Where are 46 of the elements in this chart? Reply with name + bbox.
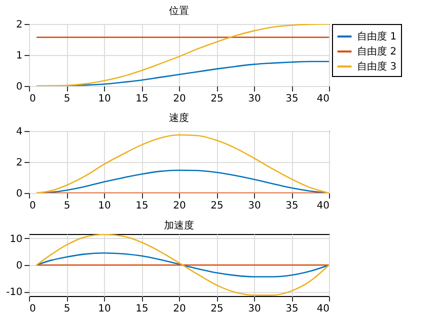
x-tick-label: 0 [30,94,36,104]
x-tick-label: 10 [98,200,111,212]
legend-label: 自由度 1 [357,30,397,42]
y-tick-label: 2 [16,20,22,30]
chart-title: 位置 [169,5,189,17]
line-series [36,252,329,278]
x-tick-label: 40 [316,200,330,212]
line-series [36,24,329,86]
x-tick-label: 5 [64,304,70,314]
x-tick-label: 20 [173,200,186,212]
y-tick-label: 1 [16,50,22,62]
x-tick-label: 5 [64,94,70,104]
legend-label: 自由度 3 [357,60,397,72]
line-series [36,134,329,193]
legend-label: 自由度 2 [357,46,397,58]
x-tick-label: 0 [30,304,36,314]
x-tick-label: 25 [210,94,224,104]
x-tick-label: 25 [210,304,224,314]
x-tick-label: 15 [136,304,148,314]
y-tick-label: -10 [6,287,22,298]
chart-title: 速度 [169,112,189,124]
y-tick-label: 10 [10,234,22,245]
y-tick-label: 4 [16,126,22,138]
y-tick-label: 2 [16,158,22,168]
y-tick-label: 0 [16,82,22,92]
x-tick-label: 35 [286,94,298,104]
chart-title: 加速度 [164,219,194,232]
y-tick-label: 0 [16,260,22,272]
x-tick-label: 10 [98,94,111,104]
x-tick-label: 40 [316,304,330,314]
x-tick-label: 0 [30,200,36,212]
x-tick-label: 30 [248,94,261,104]
y-tick-label: 0 [16,188,22,200]
x-tick-label: 20 [173,304,186,314]
x-tick-label: 25 [210,200,224,212]
x-tick-label: 10 [98,304,111,314]
line-series [36,234,329,296]
x-tick-label: 20 [173,94,186,104]
x-tick-label: 15 [136,94,148,104]
x-tick-label: 40 [316,94,330,104]
x-tick-label: 5 [64,200,70,212]
x-tick-label: 35 [286,304,298,314]
x-tick-label: 15 [136,200,148,212]
x-tick-label: 35 [286,200,298,212]
x-tick-label: 30 [248,304,261,314]
x-tick-label: 30 [248,200,261,212]
